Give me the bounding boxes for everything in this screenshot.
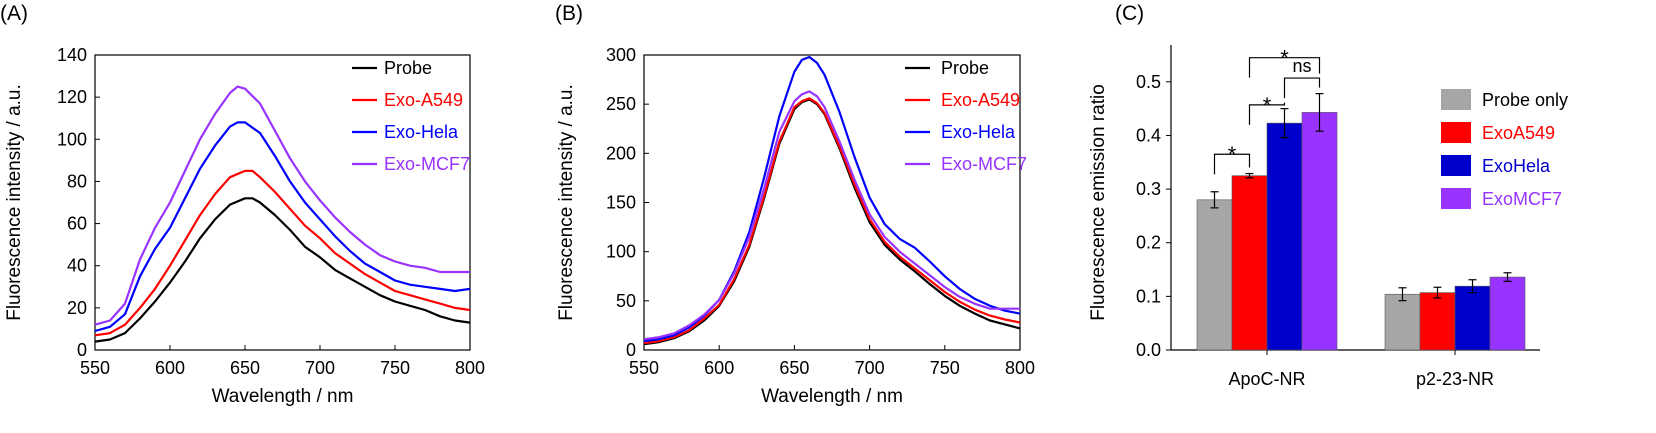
panel-a-y-tick-label: 20 <box>67 298 87 318</box>
panel-b-y-tick-label: 200 <box>606 143 636 163</box>
panel-c-legend-label-3: ExoMCF7 <box>1482 189 1562 209</box>
panel-c-y-tick-label: 0.4 <box>1136 125 1161 145</box>
panel-b-y-tick-label: 100 <box>606 242 636 262</box>
panel-a-legend-label-1: Exo-A549 <box>384 90 463 110</box>
panel-c-legend-swatch-2 <box>1441 155 1471 176</box>
panel-b-series-line-3 <box>643 90 1020 341</box>
panel-c-legend-swatch-3 <box>1441 188 1471 209</box>
panel-b-x-tick-label: 800 <box>1005 358 1035 378</box>
panel-c-bar-1-2 <box>1454 285 1491 351</box>
panel-b-x-tick-label: 600 <box>704 358 734 378</box>
panel-c-significance-label-3: * <box>1280 46 1289 71</box>
panel-c-legend-swatch-0 <box>1441 89 1471 110</box>
panel-b-y-axis-title: Fluorescence intensity / a.u. <box>556 84 577 321</box>
panel-b-y-tick-label: 300 <box>606 45 636 65</box>
panel-a-y-tick-label: 140 <box>57 45 87 65</box>
panel-b-x-axis-title: Wavelength / nm <box>761 386 903 407</box>
panel-c-y-tick-label: 0.3 <box>1136 179 1161 199</box>
panel-b-legend-label-2: Exo-Hela <box>941 122 1016 142</box>
panel-c-category-label: p2-23-NR <box>1416 369 1494 389</box>
panel-c-significance-label-1: * <box>1263 93 1272 118</box>
panel-a-series-line-3 <box>94 85 470 326</box>
panel-a-x-tick-label: 750 <box>380 358 410 378</box>
panel-b-y-tick-label: 150 <box>606 193 636 213</box>
panel-c-category-label: ApoC-NR <box>1228 369 1305 389</box>
panel-c-bar-0-1 <box>1231 175 1268 351</box>
panel-b-label: (B) <box>555 2 583 25</box>
panel-c-y-tick-label: 0.1 <box>1136 286 1161 306</box>
panel-c-legend-label-1: ExoA549 <box>1482 123 1555 143</box>
panel-c-legend-label-0: Probe only <box>1482 90 1568 110</box>
panel-a-x-tick-label: 650 <box>230 358 260 378</box>
panel-c-y-tick-label: 0.5 <box>1136 72 1161 92</box>
panel-c-significance-bracket-3 <box>1248 57 1321 78</box>
panel-a-y-tick-label: 80 <box>67 171 87 191</box>
panel-a-y-tick-label: 0 <box>77 340 87 360</box>
panel-b-y-tick-label: 250 <box>606 94 636 114</box>
panel-c-significance-label-2: ns <box>1292 56 1311 76</box>
panel-c-significance-label-0: * <box>1228 142 1237 167</box>
panel-b-x-tick-label: 750 <box>930 358 960 378</box>
panel-a-x-tick-label: 800 <box>455 358 485 378</box>
panel-c-y-axis-title: Fluorescence emission ratio <box>1088 84 1109 321</box>
panel-c-bar-0-0 <box>1196 199 1233 351</box>
panel-a-legend-label-2: Exo-Hela <box>384 122 459 142</box>
panel-a-series-line-0 <box>94 197 471 343</box>
panel-a-x-tick-label: 550 <box>80 358 110 378</box>
panel-a-y-tick-label: 40 <box>67 256 87 276</box>
panel-b-y-tick-label: 50 <box>616 291 636 311</box>
panel-a-legend-label-0: Probe <box>384 58 432 78</box>
panel-b-legend-label-0: Probe <box>941 58 989 78</box>
panel-c-legend-label-2: ExoHela <box>1482 156 1551 176</box>
panel-c-significance-bracket-0 <box>1213 153 1251 175</box>
panel-a-y-tick-label: 100 <box>57 129 87 149</box>
panel-a-plot-frame <box>94 54 471 351</box>
panel-c-bar-0-3 <box>1301 112 1338 351</box>
panel-c-significance-bracket-1 <box>1248 102 1286 125</box>
panel-c-label: (C) <box>1115 2 1144 25</box>
panel-c-bar-1-0 <box>1384 293 1421 351</box>
panel-a-legend-label-3: Exo-MCF7 <box>384 154 470 174</box>
panel-a-x-axis-title: Wavelength / nm <box>212 386 354 407</box>
panel-c-bar-0-2 <box>1266 122 1303 351</box>
panel-b-x-tick-label: 700 <box>855 358 885 378</box>
panel-a-series-line-1 <box>94 169 471 337</box>
panel-b-x-tick-label: 650 <box>779 358 809 378</box>
panel-b-series-line-1 <box>643 97 1021 345</box>
panel-a-y-tick-label: 120 <box>57 87 87 107</box>
panel-b-legend-label-1: Exo-A549 <box>941 90 1020 110</box>
panel-c-bar-1-1 <box>1419 292 1456 351</box>
panel-c-legend-swatch-1 <box>1441 122 1471 143</box>
panel-c-bar-1-3 <box>1489 276 1526 351</box>
panel-c-y-tick-label: 0.2 <box>1136 233 1161 253</box>
panel-a-series-line-2 <box>94 121 471 333</box>
panel-b-x-tick-label: 550 <box>629 358 659 378</box>
panel-c-significance-bracket-2 <box>1283 77 1321 99</box>
panel-c-y-tick-label: 0.0 <box>1136 340 1161 360</box>
panel-a-y-axis-title: Fluorescence intensity / a.u. <box>4 84 25 321</box>
panel-a-x-tick-label: 600 <box>155 358 185 378</box>
panel-a-y-tick-label: 60 <box>67 214 87 234</box>
panel-b-y-tick-label: 0 <box>626 340 636 360</box>
panel-b-legend-label-3: Exo-MCF7 <box>941 154 1027 174</box>
panel-a-x-tick-label: 700 <box>305 358 335 378</box>
panel-a-label: (A) <box>0 2 28 25</box>
